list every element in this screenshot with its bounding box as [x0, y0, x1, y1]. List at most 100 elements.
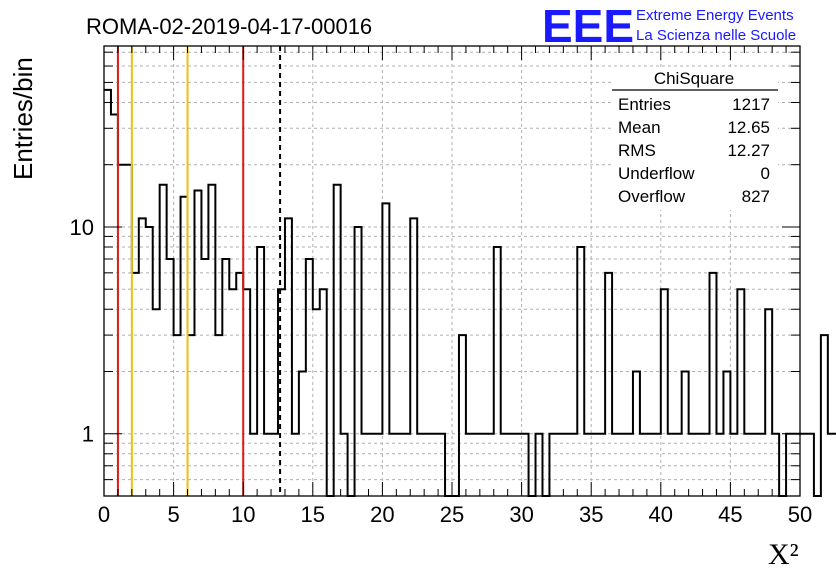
- histogram-bin: [264, 434, 271, 496]
- histogram-bin: [536, 434, 543, 496]
- histogram-bin: [696, 434, 703, 496]
- histogram-bin: [605, 273, 612, 496]
- histogram-bin: [584, 434, 591, 496]
- histogram-bin: [362, 434, 369, 496]
- x-axis-title: X²: [768, 538, 799, 571]
- histogram-bin: [375, 434, 382, 496]
- histogram-bin: [570, 434, 577, 496]
- histogram-bin: [508, 434, 515, 496]
- x-tick-label: 15: [301, 502, 325, 527]
- x-tick-label: 20: [370, 502, 394, 527]
- x-tick-label: 50: [788, 502, 812, 527]
- y-tick-label: 10: [70, 215, 94, 240]
- histogram-bin: [403, 434, 410, 496]
- stats-rows: Entries 1217 Mean 12.65 RMS 12.27 Underflow 0 Ov…: [618, 95, 770, 206]
- histogram-bin: [765, 309, 772, 496]
- histogram-bin: [716, 434, 723, 496]
- histogram-bin: [758, 434, 765, 496]
- histogram-bin: [174, 335, 181, 496]
- histogram-bin: [278, 289, 285, 496]
- histogram-bin: [682, 371, 689, 496]
- histogram-bin: [417, 434, 424, 496]
- histogram-bin: [549, 434, 556, 496]
- histogram-bin: [737, 289, 744, 496]
- stats-label: Overflow: [618, 187, 686, 206]
- histogram-bin: [410, 218, 417, 496]
- histogram-bin: [668, 434, 675, 496]
- histogram-bin: [522, 434, 529, 496]
- histogram-bin: [459, 335, 466, 496]
- stats-title: ChiSquare: [654, 69, 734, 88]
- histogram-bin: [222, 259, 229, 496]
- histogram-bin: [515, 434, 522, 496]
- histogram-bin: [355, 227, 362, 496]
- histogram-bin: [299, 371, 306, 496]
- histogram-bin: [236, 273, 243, 496]
- histogram-bin: [167, 259, 174, 496]
- histogram-bin: [424, 434, 431, 496]
- histogram-bin: [591, 434, 598, 496]
- histogram-bin: [229, 289, 236, 496]
- histogram-bin: [438, 434, 445, 496]
- stats-value: 1217: [732, 95, 770, 114]
- histogram-bin: [104, 90, 111, 496]
- histogram-bin: [710, 273, 717, 496]
- stats-box: ChiSquare Entries 1217 Mean 12.65 RMS 12.27 Un…: [612, 68, 778, 210]
- histogram-bin: [201, 259, 208, 496]
- histogram-bin: [675, 434, 682, 496]
- stats-value: 12.65: [727, 118, 770, 137]
- histogram-bin: [431, 434, 438, 496]
- histogram-bin: [640, 434, 647, 496]
- histogram-bin: [313, 309, 320, 496]
- stats-label: Entries: [618, 95, 671, 114]
- stats-value: 12.27: [727, 141, 770, 160]
- stats-label: Underflow: [618, 164, 695, 183]
- stats-label: RMS: [618, 141, 656, 160]
- histogram-bin: [556, 434, 563, 496]
- histogram-bin: [730, 434, 737, 496]
- histogram-bin: [208, 185, 215, 496]
- histogram-bin: [800, 434, 807, 496]
- histogram-bin: [494, 247, 501, 496]
- histogram-bin: [619, 434, 626, 496]
- histogram-bin: [257, 247, 264, 496]
- histogram-bin: [160, 185, 167, 496]
- histogram-bin: [466, 434, 473, 496]
- histogram-bin: [250, 434, 257, 496]
- histogram-bin: [807, 434, 814, 496]
- histogram-bin: [215, 335, 222, 496]
- histogram-bin: [243, 289, 250, 496]
- histogram-bin: [751, 434, 758, 496]
- histogram-bin: [828, 434, 835, 496]
- grid: [104, 46, 800, 496]
- histogram-bin: [382, 203, 389, 496]
- histogram-bin: [772, 434, 779, 496]
- histogram-bin: [654, 434, 661, 496]
- histogram-bin: [744, 434, 751, 496]
- histogram-bin: [577, 247, 584, 496]
- histogram-bin: [320, 289, 327, 496]
- histogram-bin: [368, 434, 375, 496]
- x-tick-label: 35: [579, 502, 603, 527]
- histogram-bin: [334, 185, 341, 496]
- histogram-bin: [563, 434, 570, 496]
- tick-labels: 0 5 10 15 20 25 30 35 40 45 50 1 10: [70, 215, 813, 527]
- histogram-bin: [153, 309, 160, 496]
- histogram-bin: [111, 114, 118, 496]
- stats-box-background: [612, 68, 778, 210]
- histogram-bin: [703, 434, 710, 496]
- histogram-bin: [612, 434, 619, 496]
- histogram-bin: [396, 434, 403, 496]
- histogram-bin: [125, 165, 132, 496]
- x-tick-label: 10: [231, 502, 255, 527]
- histogram-bin: [821, 335, 828, 496]
- x-tick-label: 0: [98, 502, 110, 527]
- histogram-bin: [487, 434, 494, 496]
- histogram-bin: [271, 434, 278, 496]
- histogram-bin: [647, 434, 654, 496]
- x-tick-label: 5: [167, 502, 179, 527]
- histogram-bin: [285, 218, 292, 496]
- axis-ticks: [103, 46, 801, 496]
- histogram-bin: [501, 434, 508, 496]
